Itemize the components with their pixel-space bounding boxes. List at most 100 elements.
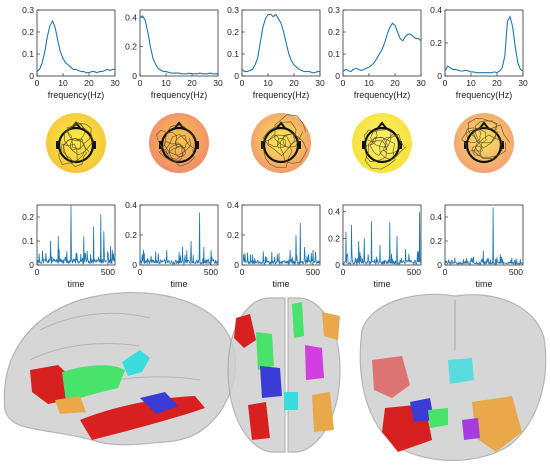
- timecourse-row: 0 500 0 0.1 0.2 time 0 500 0 0.2 0.4 time 0 500 0 0.2 0.…: [22, 200, 524, 289]
- x-axis-label: time: [67, 279, 84, 289]
- x-tick-label: 10: [161, 78, 171, 88]
- contour-line: [370, 129, 392, 148]
- y-tick-label: 0.4: [430, 5, 442, 15]
- contour-line: [267, 134, 280, 148]
- y-tick-label: 0.2: [22, 212, 34, 222]
- x-tick-label: 10: [466, 78, 476, 88]
- spectrum-1-plot: 0 10 20 30 0 0.1 0.2 0.3 frequency(Hz): [22, 5, 120, 100]
- x-axis-label: frequency(Hz): [456, 90, 513, 100]
- x-tick-label: 20: [390, 78, 400, 88]
- contour-line: [262, 121, 300, 157]
- contour-line: [159, 141, 186, 163]
- topomap-3: [251, 113, 311, 173]
- x-axis-label: frequency(Hz): [48, 90, 105, 100]
- x-tick-label: 500: [407, 267, 421, 277]
- x-tick-label: 500: [204, 267, 218, 277]
- contour-line: [67, 123, 93, 150]
- y-tick-label: 0.2: [22, 27, 34, 37]
- y-tick-label: 0.3: [22, 5, 34, 15]
- y-tick-label: 0: [234, 71, 239, 81]
- x-tick-label: 0: [443, 267, 448, 277]
- y-tick-label: 0.2: [227, 230, 239, 240]
- contour-line: [364, 129, 378, 142]
- x-axis-label: time: [170, 279, 187, 289]
- series-line: [342, 22, 422, 73]
- brain-front-view: [359, 293, 547, 461]
- timecourse-5-plot: 0 500 0 0.2 0.4 time: [430, 204, 524, 289]
- spectrum-3-plot: 0 10 20 30 0 0.1 0.2 0.3 frequency(Hz): [227, 5, 325, 100]
- timecourse-2-plot: 0 500 0 0.2 0.4 time: [125, 200, 219, 289]
- y-tick-label: 0.1: [328, 49, 340, 59]
- series-line: [342, 211, 422, 266]
- nose-marker: [479, 121, 489, 129]
- left-ear: [56, 141, 59, 149]
- y-tick-label: 0.2: [125, 230, 137, 240]
- y-tick-label: 0.3: [227, 5, 239, 15]
- y-tick-label: 0: [29, 71, 34, 81]
- series-line: [36, 204, 115, 265]
- plot-frame: [139, 9, 219, 77]
- x-axis-label: frequency(Hz): [354, 90, 411, 100]
- series-line: [444, 207, 524, 266]
- topomap-1: [46, 113, 106, 173]
- right-ear: [399, 141, 402, 149]
- plot-frame: [342, 204, 422, 266]
- spectrum-row: 0 10 20 30 0 0.1 0.2 0.3 frequency(Hz) 0 10 20 30 0 0.…: [22, 5, 528, 100]
- x-tick-label: 0: [35, 78, 40, 88]
- x-tick-label: 500: [509, 267, 523, 277]
- x-tick-label: 0: [138, 267, 143, 277]
- series-line: [139, 212, 219, 266]
- contour-line: [369, 137, 388, 156]
- contour-line: [472, 124, 510, 158]
- series-line: [139, 15, 218, 75]
- x-tick-label: 0: [341, 78, 346, 88]
- y-tick-label: 0.1: [22, 236, 34, 246]
- y-tick-label: 0.1: [22, 49, 34, 59]
- brain-top-view: [227, 297, 341, 453]
- contour-line: [168, 144, 184, 160]
- timecourse-3-plot: 0 500 0 0.2 0.4 time: [227, 200, 321, 289]
- plot-frame: [36, 9, 116, 77]
- x-tick-label: 10: [263, 78, 273, 88]
- y-tick-label: 0.4: [430, 212, 442, 222]
- contour-line: [280, 133, 308, 164]
- y-tick-label: 0: [29, 260, 34, 270]
- y-tick-label: 0.4: [125, 12, 137, 22]
- x-tick-label: 500: [306, 267, 320, 277]
- x-tick-label: 500: [101, 267, 115, 277]
- x-tick-label: 20: [84, 78, 94, 88]
- nose-marker: [377, 121, 387, 129]
- y-tick-label: 0: [335, 260, 340, 270]
- brain-lateral-view: [3, 292, 237, 446]
- y-tick-label: 0: [234, 260, 239, 270]
- y-tick-label: 0.1: [227, 49, 239, 59]
- contour-line: [379, 133, 407, 160]
- topomap-2: [149, 113, 209, 173]
- contour-line: [165, 133, 196, 167]
- contour-line: [62, 138, 86, 164]
- x-tick-label: 0: [35, 267, 40, 277]
- contour-line: [282, 133, 296, 148]
- y-tick-label: 0.2: [328, 233, 340, 243]
- x-tick-label: 0: [138, 78, 143, 88]
- x-tick-label: 30: [110, 78, 120, 88]
- x-axis-label: time: [272, 279, 289, 289]
- scalp-map: [251, 113, 311, 173]
- series-line: [241, 13, 320, 74]
- contour-line: [471, 145, 483, 157]
- contour-line: [365, 140, 388, 163]
- timecourse-4-plot: 0 500 0 0.2 0.4 time: [328, 204, 422, 289]
- contour-line: [467, 118, 499, 149]
- x-tick-label: 0: [240, 267, 245, 277]
- right-ear: [501, 141, 504, 149]
- contour-line: [64, 122, 95, 156]
- x-tick-label: 20: [187, 78, 197, 88]
- y-tick-label: 0.2: [430, 38, 442, 48]
- y-tick-label: 0.2: [227, 27, 239, 37]
- contour-line: [66, 122, 89, 142]
- y-tick-label: 0.3: [328, 5, 340, 15]
- y-tick-label: 0.4: [328, 207, 340, 217]
- contour-line: [474, 120, 498, 144]
- y-tick-label: 0.2: [125, 42, 137, 52]
